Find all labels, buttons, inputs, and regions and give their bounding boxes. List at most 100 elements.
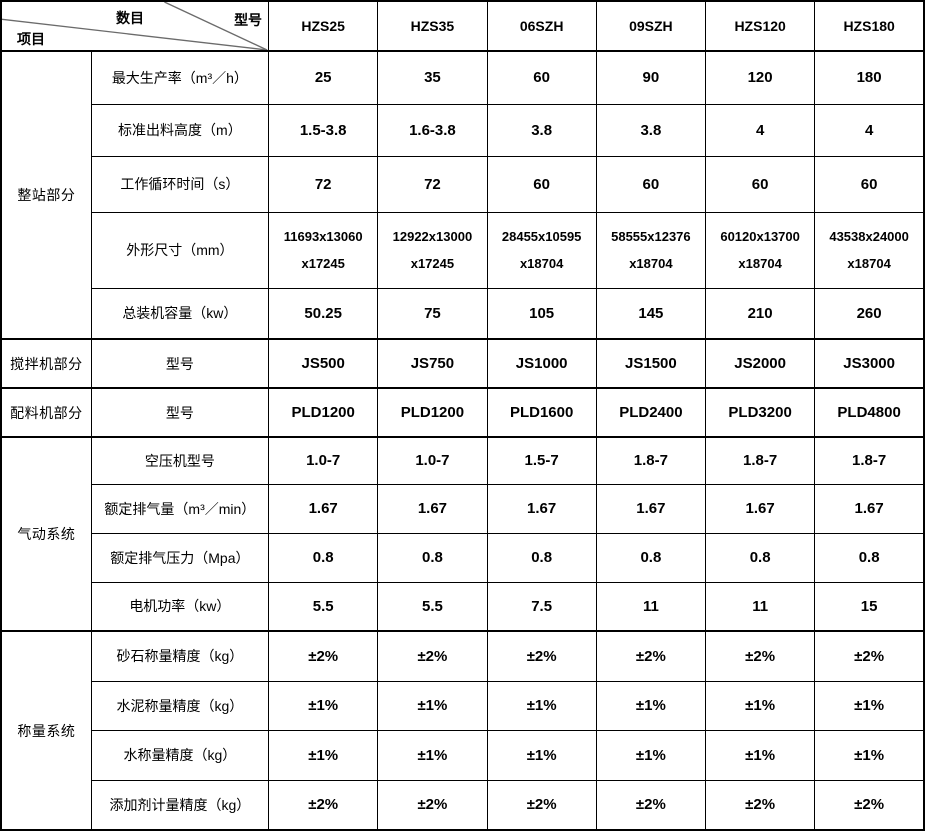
value-cell: 1.67: [268, 483, 379, 534]
value-cell: 0.8: [704, 532, 816, 583]
value-cell: ±2%: [486, 630, 597, 682]
value-cell: JS1000: [486, 338, 597, 389]
value-cell: ±2%: [377, 779, 488, 831]
column-header-hzs25: HZS25: [268, 0, 379, 52]
value-cell: 0.8: [595, 532, 707, 583]
table-row-motor-power: 电机功率（kw） 5.5 5.5 7.5 11 11 15: [1, 581, 925, 632]
value-cell: ±2%: [814, 779, 925, 831]
corner-header-cell: 数目 型号 项目: [0, 0, 270, 52]
param-label: 最大生产率（m³／h）: [90, 50, 270, 105]
value-cell: JS500: [268, 338, 379, 389]
value-cell: 50.25: [268, 287, 379, 340]
value-cell: ±2%: [268, 779, 379, 831]
value-cell: 58555x12376 x18704: [595, 211, 707, 289]
column-header-hzs180: HZS180: [814, 0, 925, 52]
value-cell: ±1%: [268, 729, 379, 781]
value-cell: ±1%: [814, 729, 925, 781]
param-label: 总装机容量（kw）: [90, 287, 270, 340]
value-cell: 60120x13700 x18704: [704, 211, 816, 289]
value-cell: 1.6-3.8: [377, 103, 488, 157]
value-cell: 1.0-7: [377, 436, 488, 485]
table-row-water-weighing-accuracy: 水称量精度（kg） ±1% ±1% ±1% ±1% ±1% ±1%: [1, 729, 925, 781]
table-row-additive-metering-accuracy: 添加剂计量精度（kg） ±2% ±2% ±2% ±2% ±2% ±2%: [1, 779, 925, 831]
param-label: 电机功率（kw）: [90, 581, 270, 632]
column-header-hzs120: HZS120: [704, 0, 816, 52]
table-row-mixer-model: 搅拌机部分 型号 JS500 JS750 JS1000 JS1500 JS200…: [0, 338, 925, 389]
value-cell: 1.67: [595, 483, 707, 534]
value-cell: PLD2400: [595, 387, 707, 438]
value-cell: 0.8: [377, 532, 488, 583]
value-cell: 3.8: [486, 103, 597, 157]
value-cell: ±1%: [486, 680, 597, 731]
value-cell: 28455x10595 x18704: [486, 211, 597, 289]
value-cell: ±1%: [377, 729, 488, 781]
value-cell: 75: [377, 287, 488, 340]
value-cell: 60: [486, 155, 597, 213]
param-label: 外形尺寸（mm）: [90, 211, 270, 289]
value-cell: JS2000: [704, 338, 816, 389]
value-cell: 7.5: [486, 581, 597, 632]
value-cell: PLD4800: [814, 387, 925, 438]
param-label: 额定排气量（m³／min）: [90, 483, 270, 534]
value-cell: PLD1200: [377, 387, 488, 438]
value-cell: 1.8-7: [814, 436, 925, 485]
value-cell: 60: [704, 155, 816, 213]
value-cell: ±2%: [704, 630, 816, 682]
param-label: 工作循环时间（s）: [90, 155, 270, 213]
value-cell: 1.8-7: [595, 436, 707, 485]
param-label: 型号: [90, 338, 270, 389]
value-cell: ±2%: [595, 630, 707, 682]
value-cell: ±1%: [595, 680, 707, 731]
group-label-weighing-system: 称量系统: [0, 630, 92, 831]
value-cell: 145: [595, 287, 707, 340]
value-cell: 1.67: [377, 483, 488, 534]
value-cell: 0.8: [268, 532, 379, 583]
value-cell: JS1500: [595, 338, 707, 389]
value-cell: 260: [814, 287, 925, 340]
value-cell: 0.8: [814, 532, 925, 583]
value-cell: 5.5: [377, 581, 488, 632]
value-cell: ±1%: [377, 680, 488, 731]
column-header-06szh: 06SZH: [486, 0, 597, 52]
value-cell: PLD3200: [704, 387, 816, 438]
value-cell: 4: [814, 103, 925, 157]
value-cell: 0.8: [486, 532, 597, 583]
value-cell: 60: [814, 155, 925, 213]
table-row-overall-dimensions: 外形尺寸（mm） 11693x13060 x17245 12922x13000 …: [1, 211, 925, 289]
value-cell: PLD1200: [268, 387, 379, 438]
param-label: 空压机型号: [90, 436, 270, 485]
value-cell: 11: [595, 581, 707, 632]
value-cell: 3.8: [595, 103, 707, 157]
table-row-air-compressor-model: 气动系统 空压机型号 1.0-7 1.0-7 1.5-7 1.8-7 1.8-7…: [0, 436, 925, 632]
table-row-rated-displacement: 额定排气量（m³／min） 1.67 1.67 1.67 1.67 1.67 1…: [1, 483, 925, 534]
value-cell: ±1%: [704, 729, 816, 781]
value-cell: 11: [704, 581, 816, 632]
value-cell: 4: [704, 103, 816, 157]
value-cell: ±2%: [814, 630, 925, 682]
table-row-discharge-height: 标准出料高度（m） 1.5-3.8 1.6-3.8 3.8 3.8 4 4: [1, 103, 925, 157]
column-header-09szh: 09SZH: [595, 0, 707, 52]
corner-label-model: 型号: [234, 12, 263, 28]
value-cell: 1.67: [704, 483, 816, 534]
value-cell: PLD1600: [486, 387, 597, 438]
value-cell: ±2%: [595, 779, 707, 831]
value-cell: 120: [704, 50, 816, 105]
param-label: 水泥称量精度（kg）: [90, 680, 270, 731]
header-row: 数目 型号 项目 HZS25 HZS35 06SZH 09SZH HZS120 …: [0, 0, 925, 52]
param-label: 额定排气压力（Mpa）: [90, 532, 270, 583]
value-cell: 35: [377, 50, 488, 105]
group-label-pneumatic-system: 气动系统: [0, 436, 92, 632]
value-cell: 1.0-7: [268, 436, 379, 485]
value-cell: 5.5: [268, 581, 379, 632]
value-cell: 60: [595, 155, 707, 213]
param-label: 水称量精度（kg）: [90, 729, 270, 781]
table-row-installed-capacity: 总装机容量（kw） 50.25 75 105 145 210 260: [1, 287, 925, 340]
diagonal-divider-lines: [2, 2, 267, 49]
group-label-whole-station: 整站部分: [0, 50, 92, 340]
value-cell: 11693x13060 x17245: [268, 211, 379, 289]
table-row-cycle-time: 工作循环时间（s） 72 72 60 60 60 60: [1, 155, 925, 213]
value-cell: ±2%: [377, 630, 488, 682]
value-cell: ±1%: [814, 680, 925, 731]
value-cell: 12922x13000 x17245: [377, 211, 488, 289]
value-cell: ±1%: [268, 680, 379, 731]
